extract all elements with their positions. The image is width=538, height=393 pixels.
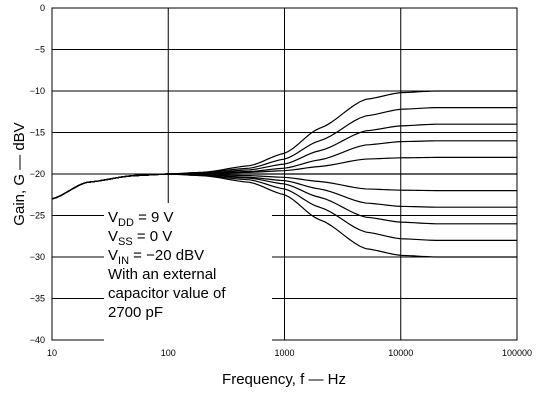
plot-frame (51, 7, 518, 341)
annotation-vss: VSS = 0 V (108, 228, 172, 248)
y-tick-label: −10 (30, 86, 45, 96)
annotation-line-capacitor: capacitor value of (108, 285, 226, 302)
y-tick-label: −30 (30, 252, 45, 262)
y-tick-label: −25 (30, 211, 45, 221)
annotation-line-external: With an external (108, 266, 216, 283)
conditions-annotation: VDD = 9 V VSS = 0 V VIN = −20 dBV With a… (104, 203, 272, 343)
annotation-background (104, 203, 272, 343)
chart-series (51, 90, 517, 258)
y-tick-label: −35 (30, 294, 45, 304)
annotation-vin: VIN = −20 dBV (108, 247, 204, 267)
series-line (51, 173, 517, 258)
x-tick-label: 1000 (274, 348, 294, 358)
annotation-vdd: VDD = 9 V (108, 209, 174, 229)
y-tick-label: −20 (30, 169, 45, 179)
x-axis-label: Frequency, f — Hz (222, 371, 346, 388)
x-tick-label: 100000 (502, 348, 532, 358)
y-tick-label: 0 (40, 3, 45, 13)
x-tick-label: 10 (47, 348, 57, 358)
x-tick-labels: 10 100 1000 10000 100000 (47, 348, 532, 358)
x-tick-label: 10000 (388, 348, 413, 358)
y-tick-label: −5 (35, 45, 45, 55)
y-tick-label: −40 (30, 335, 45, 345)
y-tick-label: −15 (30, 128, 45, 138)
x-tick-label: 100 (161, 348, 176, 358)
annotation-line-value: 2700 pF (108, 304, 163, 321)
y-axis-label: Gain, G — dBV (11, 122, 28, 225)
y-tick-labels: 0 −5 −10 −15 −20 −25 −30 −35 −40 (30, 3, 45, 345)
